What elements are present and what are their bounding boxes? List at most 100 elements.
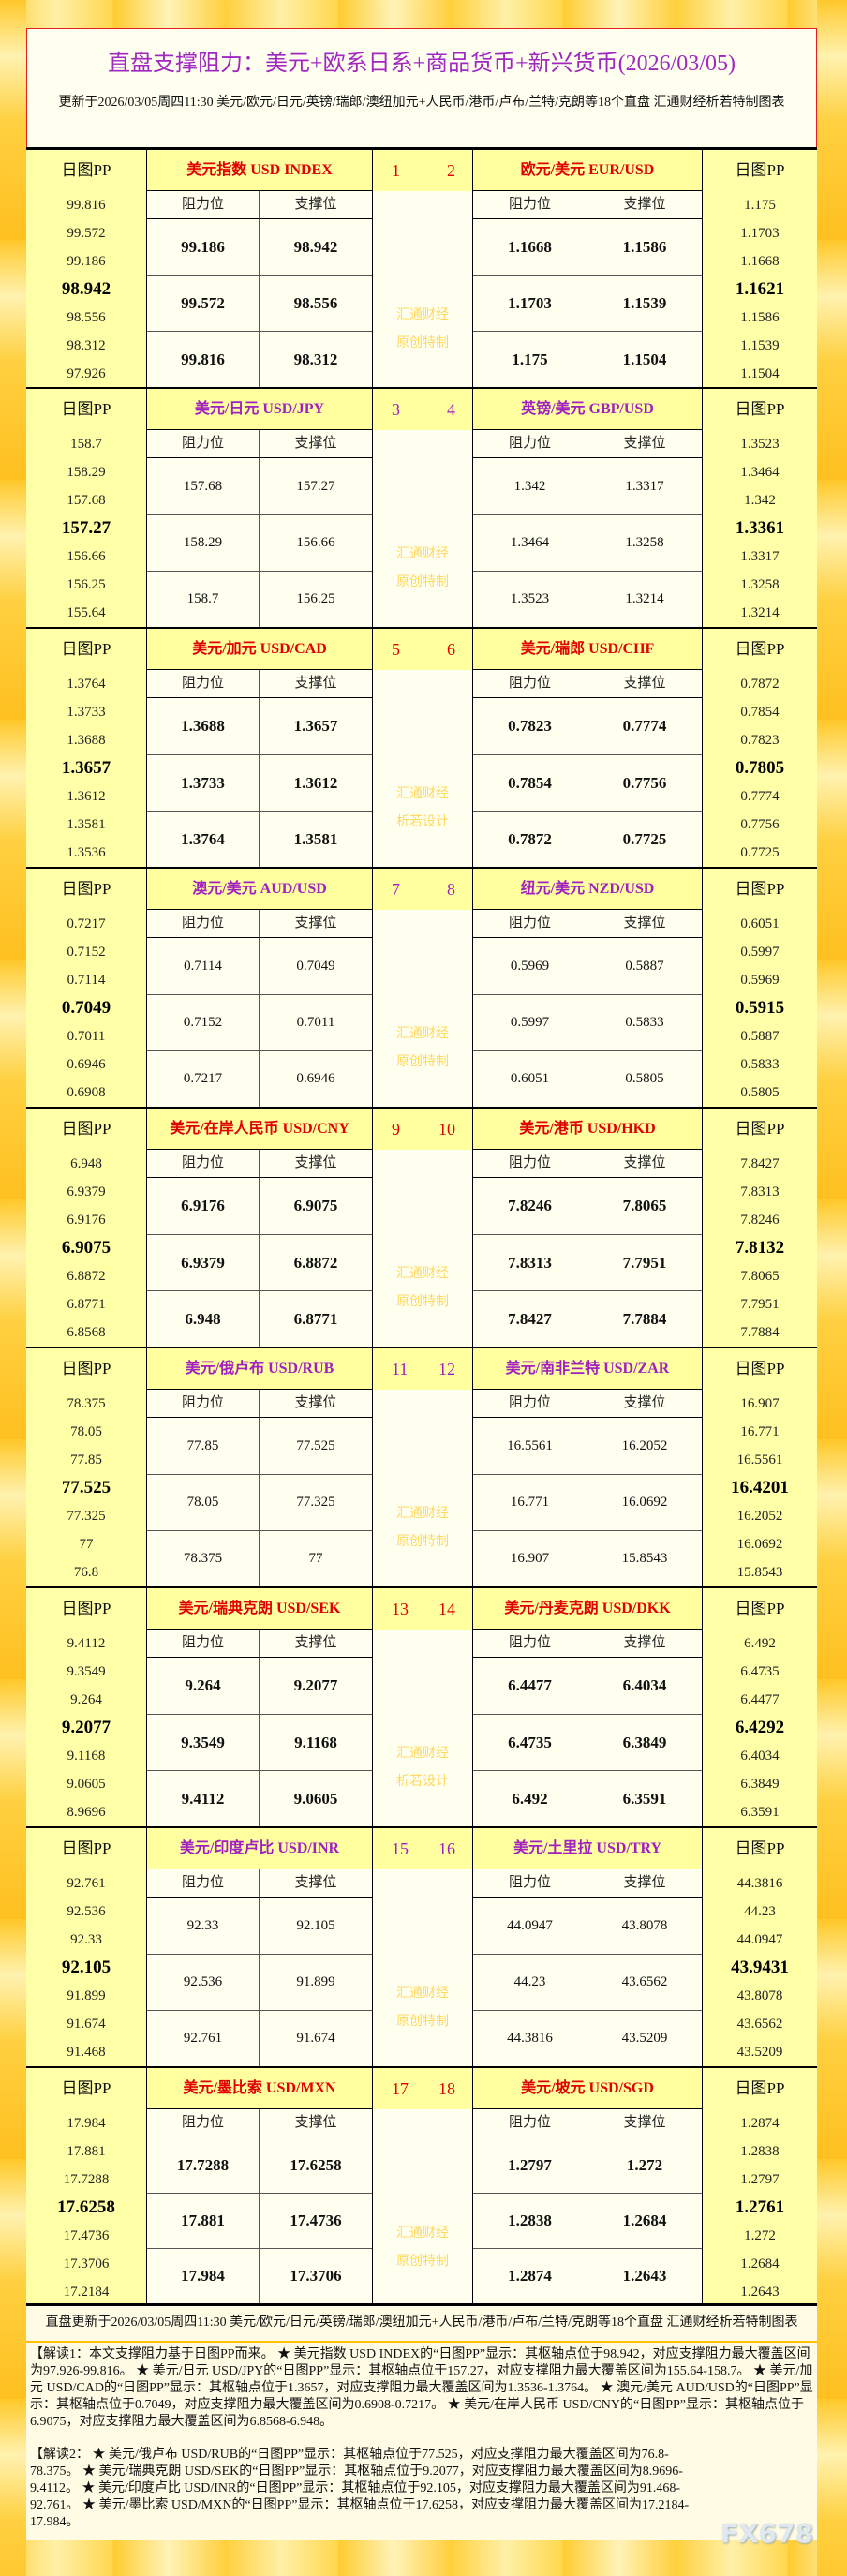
resistance-value: 16.907 bbox=[473, 1530, 587, 1586]
pair-title: 美元/日元 USD/JPY bbox=[147, 389, 372, 430]
pp-level: 157.68 bbox=[67, 493, 106, 508]
resistance-header: 阻力位 bbox=[473, 430, 587, 458]
resistance-header: 阻力位 bbox=[473, 1869, 587, 1898]
support-value: 6.9075 bbox=[260, 1178, 372, 1234]
pp-level: 0.7854 bbox=[740, 705, 780, 720]
pp-header: 日图PP bbox=[735, 2079, 785, 2097]
pair-title: 澳元/美元 AUD/USD bbox=[147, 869, 372, 910]
resistance-value: 99.816 bbox=[147, 331, 260, 387]
pp-level: 77 bbox=[79, 1537, 94, 1552]
pair-panel-right: 美元/丹麦克朗 USD/DKK 阻力位 支撑位 6.4477 6.4034 6.4735 6… bbox=[472, 1588, 703, 1826]
support-value: 77 bbox=[260, 1530, 372, 1586]
pp-level: 1.1668 bbox=[740, 254, 780, 269]
pp-level: 0.7756 bbox=[740, 817, 780, 832]
support-value: 1.3258 bbox=[587, 514, 702, 571]
pp-level: 9.264 bbox=[70, 1692, 102, 1707]
pp-level: 0.5833 bbox=[740, 1057, 780, 1072]
watermark-text: 析若设计 bbox=[396, 815, 449, 829]
resistance-value: 1.3688 bbox=[147, 698, 260, 754]
pair-title: 美元指数 USD INDEX bbox=[147, 150, 372, 191]
watermark-text: 原创特制 bbox=[396, 2255, 449, 2269]
support-value: 6.8872 bbox=[260, 1234, 372, 1290]
resistance-value: 0.5969 bbox=[473, 938, 587, 994]
support-value: 17.3706 bbox=[260, 2248, 372, 2303]
resistance-value: 99.186 bbox=[147, 219, 260, 275]
pair-title: 美元/港币 USD/HKD bbox=[473, 1109, 702, 1150]
pp-level: 6.9379 bbox=[67, 1184, 106, 1199]
pair-panel-left: 美元/加元 USD/CAD 阻力位 支撑位 1.3688 1.3657 1.3733 1.3… bbox=[146, 629, 373, 867]
support-value: 16.2052 bbox=[587, 1418, 702, 1474]
watermark-text: 汇通财经 bbox=[396, 1987, 449, 2001]
pp-header: 日图PP bbox=[735, 1360, 785, 1377]
resistance-value: 77.85 bbox=[147, 1418, 260, 1474]
support-value: 16.0692 bbox=[587, 1474, 702, 1530]
resistance-value: 7.8313 bbox=[473, 1234, 587, 1290]
resistance-value: 44.0947 bbox=[473, 1898, 587, 1954]
pp-level: 7.7951 bbox=[740, 1297, 780, 1312]
pair-number: 2 bbox=[447, 160, 455, 180]
pp-level: 98.312 bbox=[67, 338, 106, 353]
support-header: 支撑位 bbox=[260, 1869, 372, 1898]
watermark-text: 汇通财经 bbox=[396, 308, 449, 322]
pp-level: 1.272 bbox=[744, 2228, 776, 2243]
support-header: 支撑位 bbox=[587, 1869, 702, 1898]
pp-level: 16.771 bbox=[740, 1424, 780, 1439]
pp-level: 1.2684 bbox=[740, 2256, 780, 2271]
pp-level: 91.468 bbox=[67, 2045, 106, 2060]
pair-panel-right: 美元/土里拉 USD/TRY 阻力位 支撑位 44.0947 43.8078 44.23 4… bbox=[472, 1828, 703, 2066]
pp-level: 0.5969 bbox=[740, 973, 780, 988]
pp-header: 日图PP bbox=[61, 880, 111, 898]
watermark-text: 析若设计 bbox=[396, 1775, 449, 1789]
watermark-text: 原创特制 bbox=[396, 336, 449, 350]
pp-level: 0.5887 bbox=[740, 1029, 780, 1044]
pp-level: 158.7 bbox=[70, 437, 102, 452]
resistance-header: 阻力位 bbox=[473, 1630, 587, 1658]
pp-header: 日图PP bbox=[61, 1839, 111, 1857]
pivot-value: 16.4201 bbox=[731, 1478, 789, 1497]
pivot-value: 0.7049 bbox=[61, 998, 111, 1018]
pair-panel-left: 美元/日元 USD/JPY 阻力位 支撑位 157.68 157.27 158.29 156… bbox=[146, 389, 373, 627]
pp-header: 日图PP bbox=[735, 1600, 785, 1617]
resistance-header: 阻力位 bbox=[473, 1150, 587, 1178]
resistance-value: 16.5561 bbox=[473, 1418, 587, 1474]
pair-number-column: 11 12 汇通财经 原创特制 bbox=[373, 1348, 472, 1586]
resistance-value: 157.68 bbox=[147, 458, 260, 514]
pp-level: 1.3523 bbox=[740, 437, 780, 452]
pp-level: 9.3549 bbox=[67, 1664, 106, 1679]
fx678-logo: FX678 bbox=[720, 2518, 813, 2549]
resistance-value: 1.3733 bbox=[147, 754, 260, 811]
resistance-value: 0.7114 bbox=[147, 938, 260, 994]
pair-title: 美元/印度卢比 USD/INR bbox=[147, 1828, 372, 1869]
resistance-value: 17.984 bbox=[147, 2248, 260, 2303]
support-value: 17.6258 bbox=[260, 2137, 372, 2193]
support-header: 支撑位 bbox=[260, 191, 372, 219]
pair-number-column: 17 18 汇通财经 原创特制 bbox=[373, 2068, 472, 2303]
pair-block: 日图PP 1.3764 1.3733 1.3688 1.3657 1.3612 1.3581… bbox=[26, 627, 817, 867]
pp-level: 0.7725 bbox=[740, 845, 780, 860]
watermark-text: 原创特制 bbox=[396, 2015, 449, 2029]
support-value: 43.6562 bbox=[587, 1954, 702, 2010]
resistance-value: 44.23 bbox=[473, 1954, 587, 2010]
pp-level: 43.8078 bbox=[736, 1988, 783, 2003]
resistance-header: 阻力位 bbox=[147, 1150, 260, 1178]
pp-column-left: 日图PP 78.375 78.05 77.85 77.525 77.325 77 76.8 bbox=[26, 1348, 146, 1586]
pair-panel-left: 美元/在岸人民币 USD/CNY 阻力位 支撑位 6.9176 6.9075 6.9379… bbox=[146, 1109, 373, 1347]
pp-level: 1.3317 bbox=[740, 549, 780, 564]
resistance-value: 9.3549 bbox=[147, 1714, 260, 1770]
watermark-text: 原创特制 bbox=[396, 575, 449, 589]
pair-number-column: 1 2 汇通财经 原创特制 bbox=[373, 150, 472, 387]
pp-level: 0.7152 bbox=[67, 945, 106, 960]
pp-header: 日图PP bbox=[735, 161, 785, 179]
pivot-value: 0.5915 bbox=[735, 998, 785, 1018]
pp-level: 9.0605 bbox=[67, 1777, 106, 1792]
pp-level: 0.7823 bbox=[740, 733, 780, 748]
pair-number-column: 13 14 汇通财经 析若设计 bbox=[373, 1588, 472, 1826]
support-value: 1.1539 bbox=[587, 275, 702, 332]
support-value: 7.7884 bbox=[587, 1290, 702, 1347]
pair-panel-right: 美元/南非兰特 USD/ZAR 阻力位 支撑位 16.5561 16.2052 16.77… bbox=[472, 1348, 703, 1586]
pair-panel-left: 美元/瑞典克朗 USD/SEK 阻力位 支撑位 9.264 9.2077 9.3549 9.… bbox=[146, 1588, 373, 1826]
resistance-value: 7.8246 bbox=[473, 1178, 587, 1234]
resistance-value: 92.33 bbox=[147, 1898, 260, 1954]
pivot-value: 1.2761 bbox=[735, 2197, 785, 2217]
resistance-header: 阻力位 bbox=[473, 2109, 587, 2137]
